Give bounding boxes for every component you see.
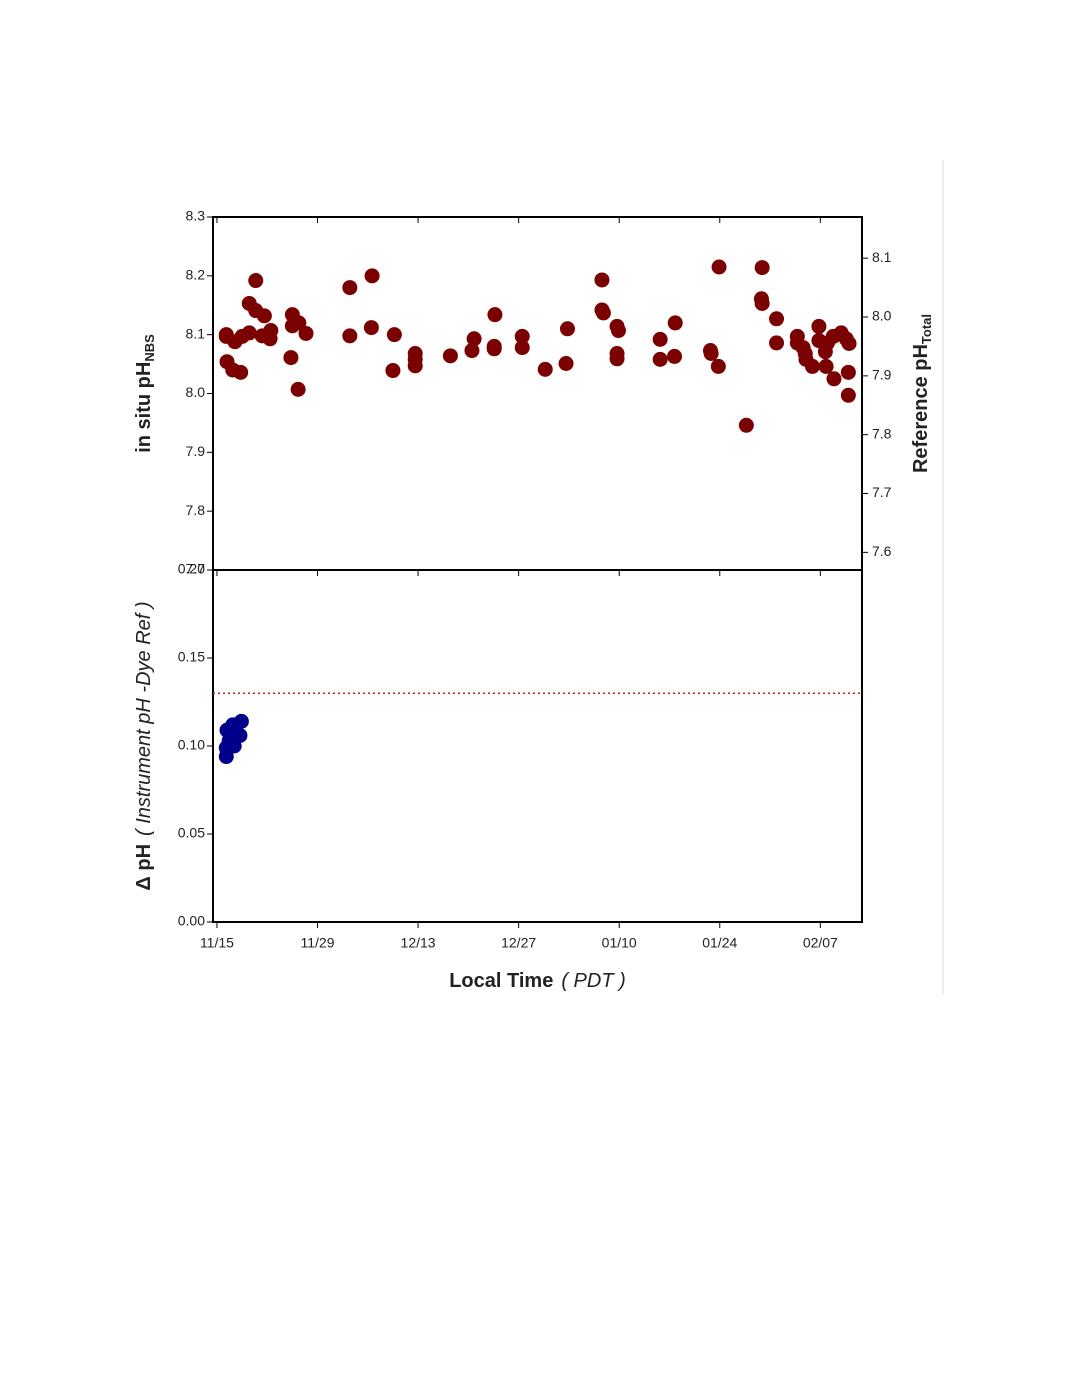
point: [386, 327, 402, 343]
label-italic: ( Instrument pH -Dye Ref ): [133, 601, 155, 836]
point: [486, 341, 502, 357]
point: [466, 331, 482, 347]
point: [364, 268, 380, 284]
point: [703, 345, 719, 361]
point: [826, 371, 842, 387]
y-tick-label: 8.2: [186, 267, 206, 283]
label-italic: ( PDT ): [561, 970, 625, 992]
y-tick-label: 0.15: [178, 649, 205, 665]
point: [595, 305, 611, 321]
point: [652, 351, 668, 367]
point: [754, 260, 770, 276]
point: [840, 364, 856, 380]
point: [221, 733, 237, 749]
point: [487, 307, 503, 323]
point: [342, 328, 358, 344]
point: [818, 358, 834, 374]
y-tick-label: 7.7: [186, 561, 206, 577]
point: [233, 713, 249, 729]
point: [342, 280, 358, 296]
point: [256, 308, 272, 324]
point: [363, 320, 379, 336]
point: [514, 328, 530, 344]
x-tick-label: 02/07: [803, 935, 838, 951]
y2-tick-label: 7.7: [872, 484, 892, 500]
point: [667, 348, 683, 364]
point: [464, 343, 480, 359]
label-subscript: NBS: [142, 334, 157, 362]
x-tick-label: 12/27: [501, 935, 536, 951]
label-text: in situ pH: [133, 362, 155, 453]
x-axis-label: Local Time ( PDT ): [449, 970, 626, 992]
point: [559, 321, 575, 337]
point: [407, 351, 423, 367]
point: [610, 323, 626, 339]
point: [514, 340, 530, 356]
y-tick-label: 8.3: [186, 208, 206, 224]
y-tick-label: 0.00: [178, 913, 205, 929]
point: [769, 311, 785, 327]
point: [442, 348, 458, 364]
y-tick-label: 0.10: [178, 737, 205, 753]
point: [841, 335, 857, 351]
plot-frame: [212, 569, 863, 923]
y-tick-label: 0.20: [178, 561, 205, 577]
point: [291, 315, 307, 331]
point: [241, 325, 257, 341]
point: [298, 325, 314, 341]
y-tick-label: 0.05: [178, 825, 205, 841]
y2-tick-label: 7.6: [872, 543, 892, 559]
y-tick-label: 8.1: [186, 325, 206, 341]
point: [558, 355, 574, 371]
point: [667, 315, 683, 331]
point: [233, 364, 249, 380]
y2-tick-label: 7.9: [872, 367, 892, 383]
x-tick-label: 11/29: [301, 935, 335, 951]
x-tick-label: 12/13: [401, 935, 436, 951]
label-subscript: Total: [919, 314, 934, 344]
point: [738, 417, 754, 433]
y2-tick-label: 7.8: [872, 425, 892, 441]
y2-axis-label: Reference pHTotal: [910, 314, 934, 473]
point: [594, 272, 610, 288]
x-tick-label: 01/10: [602, 935, 637, 951]
point: [754, 295, 770, 311]
y-tick-label: 7.9: [186, 443, 206, 459]
x-tick-label: 01/24: [702, 935, 737, 951]
point: [804, 358, 820, 374]
y-axis-label: in situ pHNBS: [133, 334, 157, 453]
label-text: Local Time: [449, 970, 553, 992]
point: [652, 331, 668, 347]
y2-tick-label: 8.0: [872, 308, 892, 324]
y2-tick-label: 8.1: [872, 249, 892, 265]
point: [537, 361, 553, 377]
point: [283, 350, 299, 366]
y-tick-label: 8.0: [186, 384, 206, 400]
point: [711, 259, 727, 275]
point: [263, 323, 279, 339]
point: [769, 335, 785, 351]
point: [710, 358, 726, 374]
y-tick-label: 7.8: [186, 502, 206, 518]
label-text: Δ pH: [133, 844, 155, 891]
x-tick-label: 11/15: [200, 935, 234, 951]
label-text: Reference pH: [910, 344, 932, 473]
point: [290, 381, 306, 397]
point: [385, 363, 401, 379]
point: [811, 318, 827, 334]
point: [609, 351, 625, 367]
y-axis-label: Δ pH ( Instrument pH -Dye Ref ): [133, 601, 155, 890]
point: [840, 387, 856, 403]
point: [248, 273, 264, 289]
